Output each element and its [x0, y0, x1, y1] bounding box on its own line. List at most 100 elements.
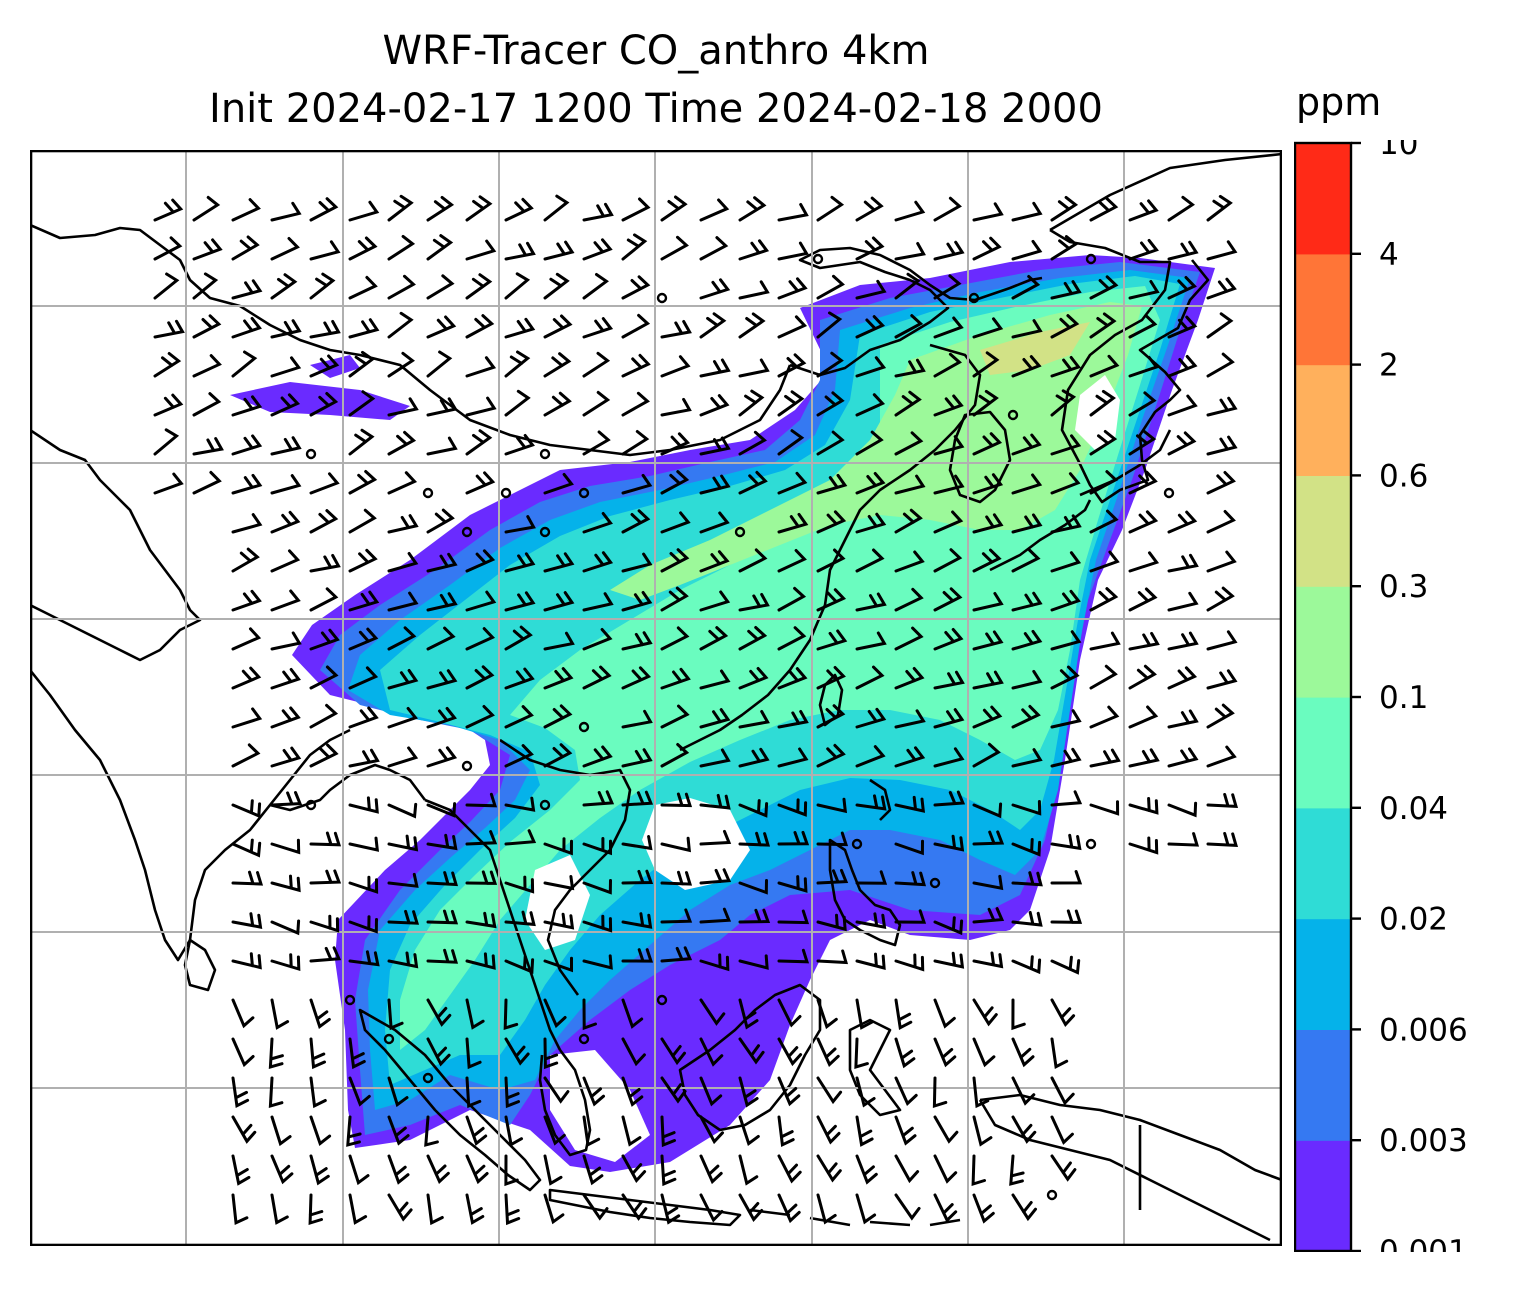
- calm-wind-marker: [578, 1033, 590, 1045]
- wind-barb: [543, 956, 573, 973]
- wind-barb: [855, 707, 887, 729]
- colorbar-band: [1295, 697, 1351, 809]
- wind-barb: [504, 625, 533, 651]
- wind-barb: [1089, 748, 1121, 768]
- wind-barb: [933, 747, 965, 768]
- wind-barb: [582, 879, 612, 895]
- wind-barb: [855, 912, 887, 929]
- wind-barb: [777, 626, 807, 651]
- wind-barb: [933, 435, 965, 456]
- wind-barb: [268, 1076, 284, 1109]
- wind-barb: [1011, 591, 1043, 612]
- wind-barb: [660, 667, 691, 690]
- wind-barb: [972, 830, 1005, 846]
- wind-barb: [387, 834, 419, 852]
- wind-barb: [894, 1154, 920, 1184]
- wind-barb: [894, 953, 925, 972]
- wind-barb: [426, 1154, 450, 1185]
- wind-barb: [270, 1154, 294, 1185]
- wind-barb: [1206, 703, 1235, 729]
- wind-barb: [309, 509, 339, 534]
- wind-barb: [270, 1115, 292, 1147]
- calm-wind-marker: [422, 1072, 434, 1084]
- wind-barb: [972, 513, 1004, 534]
- wind-barb: [231, 316, 262, 339]
- colorbar-band: [1295, 364, 1351, 476]
- wind-barb: [387, 1154, 410, 1185]
- wind-barb: [738, 667, 769, 690]
- wind-barb: [621, 748, 653, 768]
- wind-barb: [1128, 314, 1158, 339]
- calm-wind-marker: [1085, 253, 1097, 265]
- wind-barb: [309, 554, 341, 573]
- wind-barb: [1128, 748, 1160, 768]
- wind-barb: [699, 1154, 723, 1185]
- wind-barb: [308, 1193, 324, 1226]
- wind-barb: [933, 394, 964, 417]
- wind-barb: [894, 200, 926, 222]
- wind-barb: [1011, 355, 1042, 378]
- wind-barb: [1011, 910, 1043, 927]
- gridlines: [30, 150, 1282, 1246]
- calm-wind-marker: [656, 994, 668, 1006]
- field-hole-3: [525, 855, 590, 950]
- calm-wind-marker: [812, 253, 824, 265]
- wind-barb: [738, 239, 770, 261]
- wind-barb: [465, 1193, 485, 1225]
- wind-barb: [504, 389, 531, 417]
- wind-barb: [660, 836, 692, 853]
- wind-barb: [894, 358, 926, 378]
- wind-barb: [660, 320, 692, 339]
- wind-barb: [426, 998, 452, 1027]
- wind-barb: [972, 907, 1005, 924]
- wind-barb: [933, 628, 964, 651]
- wind-barb: [231, 838, 262, 858]
- wind-barb: [504, 552, 536, 573]
- wind-barb: [855, 870, 888, 885]
- coastline-china-east: [679, 343, 982, 752]
- wind-barb: [816, 473, 848, 495]
- wind-barb: [1011, 1037, 1035, 1068]
- wind-barb: [387, 430, 417, 456]
- wind-barb: [465, 429, 493, 456]
- coastline-china-north: [789, 246, 1043, 377]
- wind-barb: [660, 1076, 687, 1104]
- wind-barb: [816, 430, 845, 456]
- wind-barb: [387, 194, 414, 222]
- wind-barb: [894, 909, 927, 924]
- wind-barb: [1128, 199, 1159, 222]
- colorbar-band: [1295, 1029, 1351, 1141]
- wind-barb: [1050, 1037, 1069, 1069]
- wind-barb: [738, 389, 765, 417]
- wind-barb: [582, 390, 611, 417]
- wind-barb: [1206, 586, 1235, 612]
- wind-barb: [309, 272, 336, 300]
- wind-barb: [543, 552, 575, 573]
- wind-barb: [582, 745, 613, 768]
- wind-barb: [1128, 510, 1159, 534]
- wind-barb: [1050, 630, 1082, 651]
- wind-barb: [348, 200, 380, 222]
- wind-barb: [387, 552, 419, 573]
- wind-barb: [582, 317, 614, 339]
- calm-wind-marker: [539, 448, 551, 460]
- wind-barb: [738, 954, 769, 970]
- wind-barb: [387, 706, 418, 729]
- wind-barb: [582, 1154, 604, 1186]
- wind-barb: [816, 1154, 842, 1183]
- wind-barb: [777, 353, 807, 378]
- wind-barb: [426, 315, 457, 339]
- wind-barb: [854, 1037, 869, 1070]
- wind-barb: [348, 1037, 366, 1070]
- wind-barb: [699, 953, 730, 972]
- wind-barb: [1050, 235, 1079, 261]
- wind-barb: [621, 473, 653, 495]
- wind-barb: [621, 275, 651, 300]
- wind-barb: [426, 397, 458, 417]
- calm-wind-marker: [578, 487, 590, 499]
- chart-title-line-1: WRF-Tracer CO_anthro 4km: [382, 28, 930, 74]
- wind-barb: [777, 586, 807, 612]
- wind-barb: [231, 198, 261, 222]
- wind-barb: [1089, 312, 1117, 339]
- wind-barb: [933, 240, 965, 261]
